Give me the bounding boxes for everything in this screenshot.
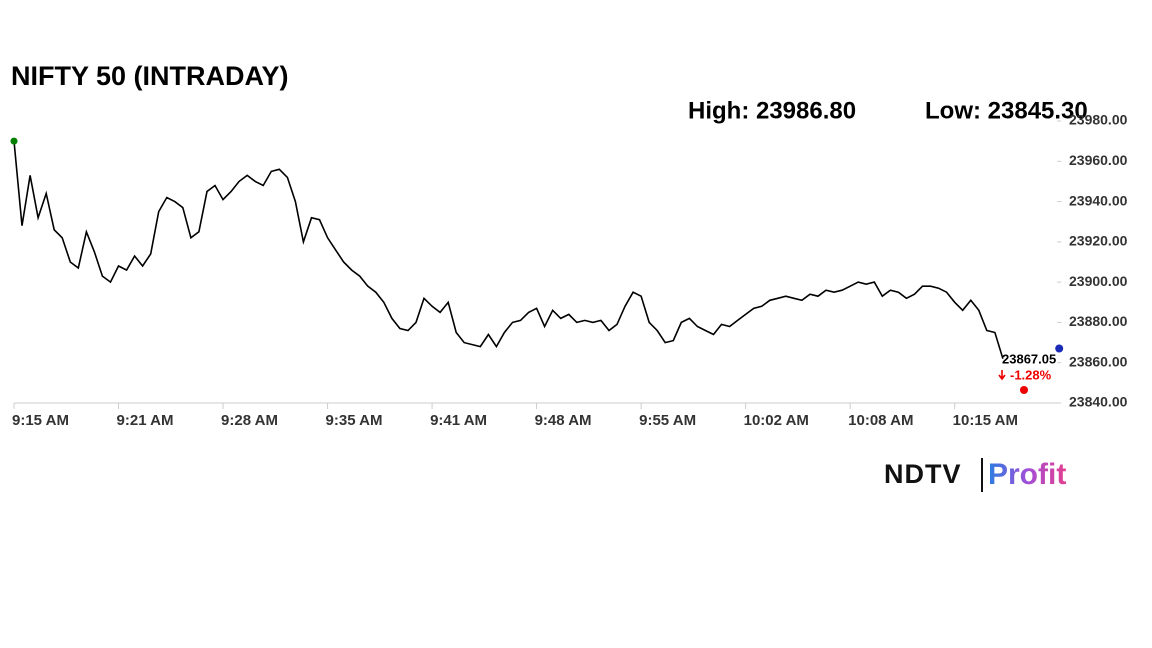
chart-title: NIFTY 50 (INTRADAY) xyxy=(11,61,289,91)
x-tick-label: 9:55 AM xyxy=(639,412,696,429)
logo-product: Profit xyxy=(988,458,1066,491)
y-tick-label: 23880.00 xyxy=(1069,313,1128,329)
last-dot xyxy=(1055,344,1064,353)
x-tick-label: 9:41 AM xyxy=(430,412,487,429)
price-line xyxy=(13,141,1004,359)
down-arrow xyxy=(998,370,1006,381)
x-tick-label: 9:28 AM xyxy=(221,412,278,429)
x-tick-label: 10:02 AM xyxy=(744,412,809,429)
x-tick-label: 9:48 AM xyxy=(535,412,592,429)
high-label: High: 23986.80 xyxy=(688,97,856,124)
y-tick-label: 23860.00 xyxy=(1069,353,1128,369)
x-tick-label: 9:21 AM xyxy=(117,412,174,429)
x-tick-label: 10:08 AM xyxy=(848,412,913,429)
y-tick-label: 23900.00 xyxy=(1069,273,1128,289)
last-value-label: 23867.05 xyxy=(1002,351,1056,366)
y-tick-label: 23980.00 xyxy=(1069,112,1128,128)
start-dot xyxy=(10,137,18,145)
y-tick-label: 23840.00 xyxy=(1069,394,1128,410)
logo-brand: NDTV xyxy=(884,459,962,489)
change-label: -1.28% xyxy=(1010,367,1052,382)
x-tick-label: 10:15 AM xyxy=(953,412,1018,429)
x-tick-label: 9:35 AM xyxy=(326,412,383,429)
y-tick-label: 23940.00 xyxy=(1069,192,1128,208)
low-label: Low: 23845.30 xyxy=(925,97,1088,124)
x-tick-label: 9:15 AM xyxy=(12,412,69,429)
y-tick-label: 23960.00 xyxy=(1069,152,1128,168)
y-tick-label: 23920.00 xyxy=(1069,233,1128,249)
drop-icon xyxy=(1020,386,1028,394)
